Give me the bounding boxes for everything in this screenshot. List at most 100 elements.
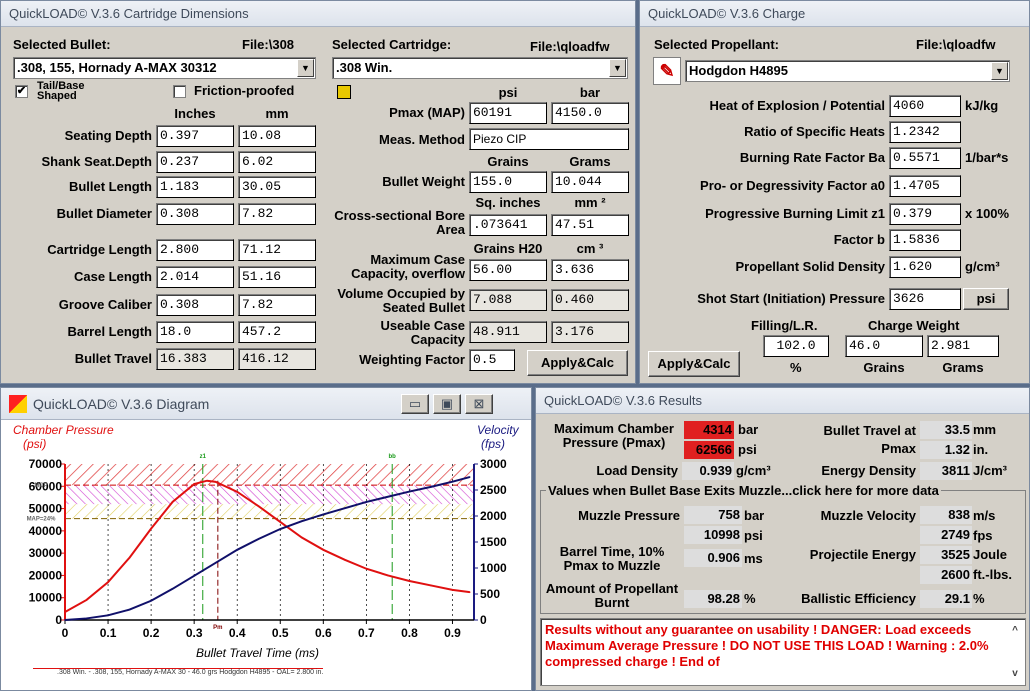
filling-label: Filling/L.R. xyxy=(751,318,818,333)
dim-row-mm[interactable]: 10.08 xyxy=(238,125,316,147)
dim-row-mm[interactable]: 71.12 xyxy=(238,239,316,261)
x-tick-label: 0.8 xyxy=(401,626,418,640)
charge-row-field[interactable]: 1.4705 xyxy=(889,175,961,197)
warning-box[interactable]: Results without any guarantee on usabili… xyxy=(540,618,1026,686)
charge-row-field[interactable]: 0.379 xyxy=(889,203,961,225)
dim-row-inches[interactable]: 0.237 xyxy=(156,151,234,173)
tailbase-checkbox[interactable]: ✔ xyxy=(15,85,28,98)
cartridge-dimensions-window: QuickLOAD© V.3.6 Cartridge Dimensions Se… xyxy=(0,0,636,384)
pressure-point xyxy=(236,491,239,493)
pmax-bar-field[interactable]: 4150.0 xyxy=(551,102,629,124)
dim-row-label: Seating Depth xyxy=(64,128,152,143)
cartridge-file-label: File:\qloadfw xyxy=(530,39,610,54)
charge-row-label: Shot Start (Initiation) Pressure xyxy=(697,291,885,306)
dim-row-inches: 16.383 xyxy=(156,348,234,370)
charge-row-field[interactable]: 4060 xyxy=(889,95,961,117)
meas-method-field[interactable]: Piezo CIP xyxy=(469,128,629,150)
charge-row-field[interactable]: 1.5836 xyxy=(889,229,961,251)
charge-row-field[interactable]: 3626 xyxy=(889,288,961,310)
dim-row-inches[interactable]: 0.308 xyxy=(156,203,234,225)
bb-label: bb xyxy=(389,454,397,460)
dim-row-inches[interactable]: 1.183 xyxy=(156,176,234,198)
charge-row-unit: kJ/kg xyxy=(965,98,999,113)
minimize-button[interactable]: ▭ xyxy=(401,394,429,414)
dim-row-mm[interactable]: 51.16 xyxy=(238,266,316,288)
dim-row-inches[interactable]: 2.800 xyxy=(156,239,234,261)
propellant-select[interactable]: Hodgdon H4895 ▼ xyxy=(685,60,1010,82)
charge-grams-field[interactable]: 2.981 xyxy=(927,335,999,357)
velocity-point xyxy=(451,480,454,483)
maximize-button[interactable]: ▣ xyxy=(433,394,461,414)
dim-row-mm[interactable]: 7.82 xyxy=(238,203,316,225)
col-inches: Inches xyxy=(174,106,216,121)
pmax-psi-field[interactable]: 60191 xyxy=(469,102,547,124)
dim-row-label: Barrel Length xyxy=(67,324,152,339)
psi-unit-button[interactable]: psi xyxy=(963,288,1009,310)
mcp-band xyxy=(65,485,474,505)
col-grains: Grains xyxy=(487,154,529,169)
friction-checkbox[interactable] xyxy=(173,85,186,98)
propellant-burnt-value: 98.28 xyxy=(684,590,742,608)
max-pressure-bar-unit: bar xyxy=(738,422,759,437)
propellant-icon[interactable]: ✎ xyxy=(653,57,681,85)
charge-row-label: Heat of Explosion / Potential xyxy=(709,98,885,113)
muzzle-group-label[interactable]: Values when Bullet Base Exits Muzzle...c… xyxy=(546,483,941,498)
dim-row-mm: 416.12 xyxy=(238,348,316,370)
filling-unit: % xyxy=(790,360,802,375)
x-tick-label: 0 xyxy=(62,626,69,640)
velocity-point xyxy=(236,549,239,551)
chevron-down-icon[interactable]: ▼ xyxy=(991,62,1008,80)
velocity-point xyxy=(365,501,368,503)
dim-row-mm[interactable]: 30.05 xyxy=(238,176,316,198)
bullet-select[interactable]: .308, 155, Hornady A-MAX 30312 ▼ xyxy=(13,57,316,79)
bore-area-sqin-field[interactable]: .073641 xyxy=(469,214,547,236)
ballistic-efficiency-value: 29.1 xyxy=(920,590,972,608)
load-density-unit: g/cm³ xyxy=(736,463,771,478)
dim-row-inches[interactable]: 0.397 xyxy=(156,125,234,147)
velocity-tick-label: 500 xyxy=(480,587,500,601)
pressure-point xyxy=(322,549,325,551)
dim-row-inches[interactable]: 0.308 xyxy=(156,294,234,316)
apply-calc-button[interactable]: Apply&Calc xyxy=(527,350,628,376)
window-title: QuickLOAD© V.3.6 Results xyxy=(536,388,1029,414)
case-capacity-grains-field[interactable]: 56.00 xyxy=(469,259,547,281)
col-mm2: mm ² xyxy=(574,195,606,210)
projectile-energy-label: Projectile Energy xyxy=(809,547,916,562)
dim-row-inches[interactable]: 2.014 xyxy=(156,266,234,288)
dim-row-inches[interactable]: 18.0 xyxy=(156,321,234,343)
barrel-time-unit: ms xyxy=(744,551,763,566)
apply-calc-button[interactable]: Apply&Calc xyxy=(648,351,740,377)
filling-field[interactable]: 102.0 xyxy=(763,335,829,357)
z1-label: z1 xyxy=(200,454,207,460)
warning-scrollbar[interactable]: ^ v xyxy=(1012,625,1018,679)
bullet-weight-grains-field[interactable]: 155.0 xyxy=(469,171,547,193)
muzzle-velocity-ms: 838 xyxy=(920,506,972,524)
dim-row-mm[interactable]: 7.82 xyxy=(238,294,316,316)
pressure-point xyxy=(430,584,432,587)
chevron-down-icon[interactable]: ▼ xyxy=(609,59,626,77)
bore-area-mm2-field[interactable]: 47.51 xyxy=(551,214,629,236)
chevron-down-icon[interactable]: ▼ xyxy=(297,59,314,77)
charge-row-field[interactable]: 0.5571 xyxy=(889,147,961,169)
window-title: QuickLOAD© V.3.6 Cartridge Dimensions xyxy=(1,1,635,27)
case-capacity-cm3-field[interactable]: 3.636 xyxy=(551,259,629,281)
pressure-tick-label: 10000 xyxy=(29,591,63,605)
close-button[interactable]: ⊠ xyxy=(465,394,493,414)
grams-unit: Grams xyxy=(942,360,984,375)
diagram-title-bar: QuickLOAD© V.3.6 Diagram ▭ ▣ ⊠ xyxy=(1,388,531,420)
cartridge-select[interactable]: .308 Win. ▼ xyxy=(332,57,628,79)
dim-row-mm[interactable]: 457.2 xyxy=(238,321,316,343)
bullet-weight-grams-field[interactable]: 10.044 xyxy=(551,171,629,193)
bullet-weight-label: Bullet Weight xyxy=(382,174,465,189)
dim-row-mm[interactable]: 6.02 xyxy=(238,151,316,173)
weighting-factor-field[interactable]: 0.5 xyxy=(469,349,515,371)
charge-grains-field[interactable]: 46.0 xyxy=(845,335,923,357)
charge-row-field[interactable]: 1.620 xyxy=(889,256,961,278)
diagram-window: QuickLOAD© V.3.6 Diagram ▭ ▣ ⊠ 70000 6000… xyxy=(0,387,532,691)
charge-row-field[interactable]: 1.2342 xyxy=(889,121,961,143)
left-axis-title: Chamber Pressure xyxy=(13,423,114,437)
propellant-burnt-label: Amount of Propellant Burnt xyxy=(545,581,679,610)
cartridge-icon[interactable] xyxy=(337,85,351,99)
velocity-point xyxy=(193,575,195,577)
volume-occupied-grains: 7.088 xyxy=(469,289,547,311)
